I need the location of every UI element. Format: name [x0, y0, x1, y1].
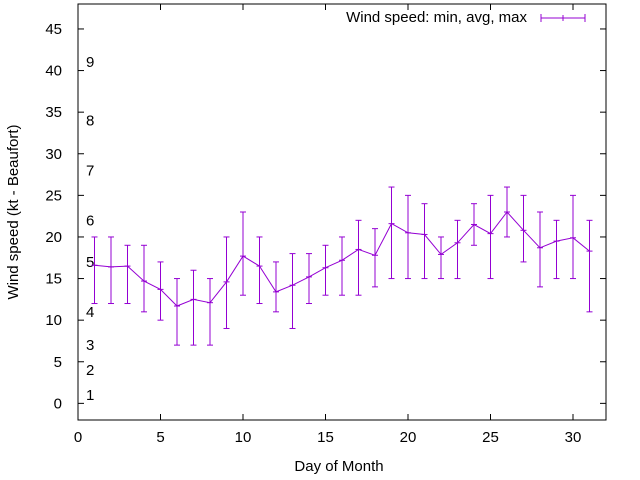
beaufort-label: 9: [86, 54, 94, 71]
y-tick-label: 0: [54, 395, 62, 412]
beaufort-label: 5: [86, 254, 94, 271]
x-tick-label: 20: [400, 429, 417, 446]
x-tick-label: 25: [482, 429, 499, 446]
beaufort-labels: 1 2 3 4 5 6 7 8 9: [86, 54, 94, 404]
y-tick-label: 45: [45, 21, 62, 38]
beaufort-label: 1: [86, 387, 94, 404]
data-series: [91, 186, 593, 346]
x-tick-label: 30: [565, 429, 582, 446]
beaufort-label: 2: [86, 362, 94, 379]
x-tick-label: 10: [235, 429, 252, 446]
x-axis-label: Day of Month: [294, 458, 383, 475]
y-tick-label: 30: [45, 146, 62, 163]
y-tick-label: 20: [45, 229, 62, 246]
y-tick-label: 5: [54, 354, 62, 371]
y-axis-label: Wind speed (kt - Beaufort): [5, 124, 22, 299]
plot-frame: [77, 3, 607, 421]
legend-label: Wind speed: min, avg, max: [346, 9, 527, 26]
beaufort-label: 4: [86, 304, 94, 321]
beaufort-label: 6: [86, 212, 94, 229]
y-tick-label: 15: [45, 271, 62, 288]
y-tick-label: 25: [45, 187, 62, 204]
y-tick-label: 35: [45, 104, 62, 121]
beaufort-label: 3: [86, 337, 94, 354]
beaufort-label: 7: [86, 162, 94, 179]
y-tick-label: 10: [45, 312, 62, 329]
x-tick-label: 15: [317, 429, 334, 446]
x-tick-label: 5: [156, 429, 164, 446]
beaufort-label: 8: [86, 112, 94, 129]
x-tick-label: 0: [74, 429, 82, 446]
y-tick-label: 40: [45, 63, 62, 80]
legend: Wind speed: min, avg, max: [346, 9, 586, 26]
